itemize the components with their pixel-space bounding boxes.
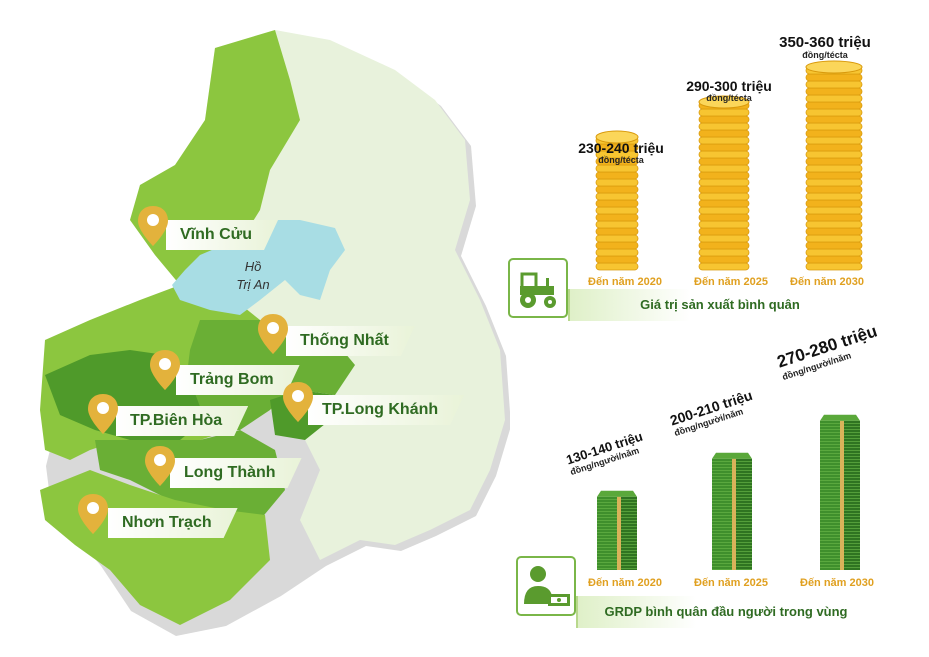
grdp-bar-1-caption: 130-140 triệu đồng/người/năm (564, 429, 647, 477)
coin-stack-2 (698, 95, 750, 271)
grdp-year-2: Đến năm 2025 (694, 577, 768, 589)
map-pin-icon (258, 314, 288, 354)
money-stack-2 (712, 452, 752, 571)
lake-label-line1: Hồ (244, 259, 262, 274)
production-bar-3-unit: đồng/técta (802, 50, 848, 60)
production-bar-1-caption: 230-240 triệu đồng/técta (566, 140, 676, 165)
production-chart-title: Giá trị sản xuất bình quân (568, 289, 870, 321)
grdp-year-1: Đến năm 2020 (588, 577, 662, 589)
production-year-3: Đến năm 2030 (790, 276, 864, 288)
map-pin-icon (145, 446, 175, 486)
grdp-chart-title: GRDP bình quân đầu người trong vùng (576, 596, 874, 628)
district-label-4: TP.Biên Hòa (116, 406, 248, 436)
production-bar-2-unit: đồng/técta (706, 93, 752, 103)
district-label-7: Nhơn Trạch (108, 508, 238, 538)
production-chart-title-text: Giá trị sản xuất bình quân (640, 297, 800, 312)
district-label-2: Thống Nhất (286, 326, 415, 356)
production-bar-2-value: 290-300 triệu (686, 78, 772, 94)
lake-label: Hồ Trị An (218, 258, 288, 294)
map-pin-icon (138, 206, 168, 246)
production-bar-1-value: 230-240 triệu (578, 140, 664, 156)
production-bar-1-unit: đồng/técta (598, 155, 644, 165)
production-year-2: Đến năm 2025 (694, 276, 768, 288)
map-pin-icon (150, 350, 180, 390)
tractor-icon (508, 258, 568, 318)
money-stack-3 (820, 414, 860, 570)
production-year-1: Đến năm 2020 (588, 276, 662, 288)
district-label-5: TP.Long Khánh (308, 395, 464, 425)
district-label-3: Trảng Bom (176, 365, 300, 395)
production-bar-3-caption: 350-360 triệu đồng/técta (765, 34, 885, 60)
province-map (40, 30, 510, 636)
coin-stack-3 (805, 60, 863, 271)
map-lake-tri-an (172, 220, 345, 315)
map-pin-icon (88, 394, 118, 434)
map-pin-icon (78, 494, 108, 534)
money-stack-1 (597, 490, 637, 570)
grdp-year-3: Đến năm 2030 (800, 577, 874, 589)
map-pin-icon (283, 382, 313, 422)
grdp-chart-title-text: GRDP bình quân đầu người trong vùng (604, 604, 848, 619)
district-label-1: Vĩnh Cửu (166, 220, 278, 250)
person-money-icon (516, 556, 576, 616)
district-label-6: Long Thành (170, 458, 302, 488)
production-bar-3-value: 350-360 triệu (779, 34, 871, 51)
grdp-bar-2-caption: 200-210 triệu đồng/người/năm (668, 387, 757, 438)
lake-label-line2: Trị An (236, 277, 270, 292)
grdp-bar-3-caption: 270-280 triệu đồng/người/năm (775, 321, 883, 382)
production-bar-2-caption: 290-300 triệu đồng/técta (674, 78, 784, 103)
